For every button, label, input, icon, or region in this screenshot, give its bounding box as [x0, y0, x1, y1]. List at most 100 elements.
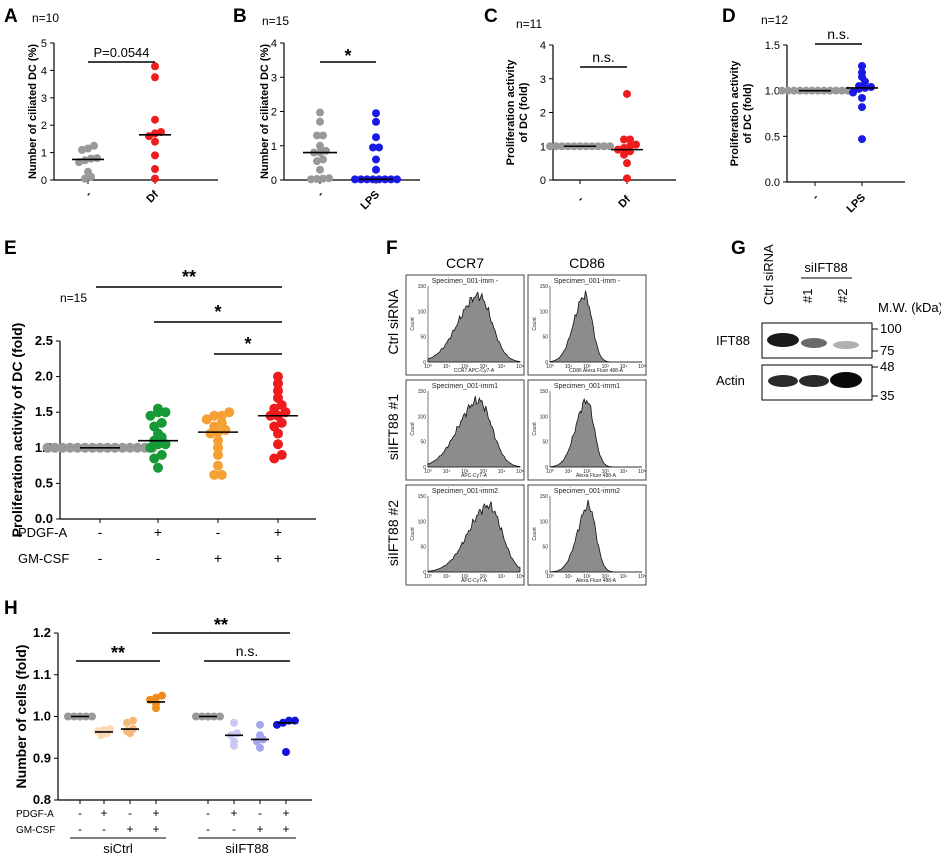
mw-marker: 75	[880, 343, 894, 358]
factor-sign: -	[156, 550, 161, 566]
panel-label-b: B	[233, 6, 247, 27]
hist-y-label: Count	[410, 422, 416, 436]
x-tick-label: -	[575, 193, 586, 204]
x-tick-label: -	[810, 191, 821, 202]
factor-row-label: PDGF-A	[16, 809, 54, 820]
hist-x-tick: 10⁰	[546, 364, 554, 370]
data-point	[64, 712, 72, 721]
factor-row-label: GM-CSF	[18, 551, 69, 566]
y-axis-label: Number of cells (fold)	[13, 645, 29, 789]
factor-sign: +	[126, 822, 133, 836]
hist-y-tick: 100	[540, 309, 549, 315]
factor-sign: +	[152, 806, 159, 820]
x-tick-label: Df	[144, 188, 161, 205]
data-point	[322, 146, 330, 155]
data-point	[97, 731, 105, 740]
flow-cytometry-panel: CCR7 CD86 Ctrl siRNA siIFT88 #1 siIFT88 …	[385, 255, 647, 586]
factor-sign: +	[274, 524, 282, 540]
y-tick-label: 0.0	[765, 177, 780, 189]
factor-sign: -	[258, 806, 262, 820]
hist-x-tick: 10⁵	[638, 574, 646, 580]
n-label-b: n=15	[262, 14, 289, 28]
lane-label: #2	[835, 289, 850, 303]
ift88-band	[767, 333, 799, 347]
data-point	[42, 442, 53, 453]
data-point	[125, 442, 135, 453]
data-point	[256, 743, 264, 752]
data-point	[230, 741, 238, 750]
y-tick-label: 3	[271, 72, 277, 84]
flow-histogram: Specimen_001-imm - Count CCR7 APC-Cy7-A 10⁰…	[405, 274, 525, 376]
data-point	[623, 89, 631, 98]
data-point	[269, 453, 280, 464]
lane-label: Ctrl siRNA	[761, 244, 776, 305]
ift88-band	[801, 338, 827, 348]
x-tick-label: LPS	[844, 192, 868, 216]
data-point	[151, 137, 159, 146]
data-point	[316, 141, 324, 150]
data-point	[632, 140, 640, 149]
data-point	[151, 115, 159, 124]
ift88-band	[833, 341, 859, 349]
data-point	[626, 147, 634, 156]
histogram-curve	[427, 291, 521, 363]
data-point	[50, 442, 60, 453]
data-point	[316, 165, 324, 174]
data-point	[151, 151, 159, 160]
data-point	[372, 109, 380, 118]
factor-sign: +	[256, 822, 263, 836]
data-point	[87, 172, 95, 181]
data-point	[351, 175, 359, 184]
histogram-title: Specimen_001-imm -	[554, 278, 621, 285]
data-point	[160, 439, 171, 450]
y-tick-label: 1	[41, 148, 47, 160]
data-point	[126, 729, 134, 738]
data-point	[849, 88, 857, 97]
data-point	[855, 84, 863, 93]
y-tick-label: 0	[540, 175, 546, 187]
data-point	[90, 141, 98, 150]
hist-y-tick: 100	[540, 519, 549, 525]
histogram-title: Specimen_001-imm -	[432, 278, 499, 285]
significance-label: **	[214, 615, 228, 635]
data-point	[152, 704, 160, 713]
data-point	[832, 86, 840, 95]
data-point	[151, 174, 159, 183]
hist-y-tick: 50	[420, 440, 426, 446]
y-tick-label: 5	[41, 38, 47, 50]
data-point	[273, 385, 283, 396]
panel-label-a: A	[4, 6, 18, 27]
data-point	[145, 410, 156, 421]
data-point	[156, 449, 167, 460]
data-point	[213, 460, 223, 471]
histogram-curve	[549, 397, 642, 468]
data-point	[213, 435, 223, 446]
western-blot-panel: Ctrl siRNA siIFT88 #1 #2 M.W. (kDa) IFT8…	[716, 244, 941, 403]
x-tick-label: Df	[616, 193, 633, 210]
flow-row-header: siIFT88 #1	[385, 394, 401, 460]
data-point	[88, 712, 96, 721]
data-point	[152, 693, 160, 702]
hist-y-tick: 0	[423, 465, 426, 471]
hist-x-tick: 10¹	[443, 364, 451, 370]
hist-y-label: Count	[532, 422, 538, 436]
data-point	[372, 155, 380, 164]
y-tick-label: 1.2	[33, 625, 51, 640]
data-point	[129, 716, 137, 725]
data-point	[216, 712, 224, 721]
data-point	[123, 718, 131, 727]
data-point	[858, 103, 866, 112]
y-axis-label: Proliferation activity of DC (fold)	[9, 323, 25, 538]
y-tick-label: 2	[41, 120, 47, 132]
hist-x-tick: 10⁰	[546, 469, 554, 475]
actin-band	[830, 372, 862, 388]
data-point	[620, 135, 628, 144]
histogram-curve	[549, 499, 642, 573]
data-point	[213, 449, 223, 460]
hist-x-tick: 10⁵	[516, 574, 524, 580]
hist-y-tick: 0	[423, 570, 426, 576]
data-point	[372, 165, 380, 174]
factor-row-label: PDGF-A	[18, 525, 67, 540]
hist-x-tick: 10²	[461, 574, 469, 580]
